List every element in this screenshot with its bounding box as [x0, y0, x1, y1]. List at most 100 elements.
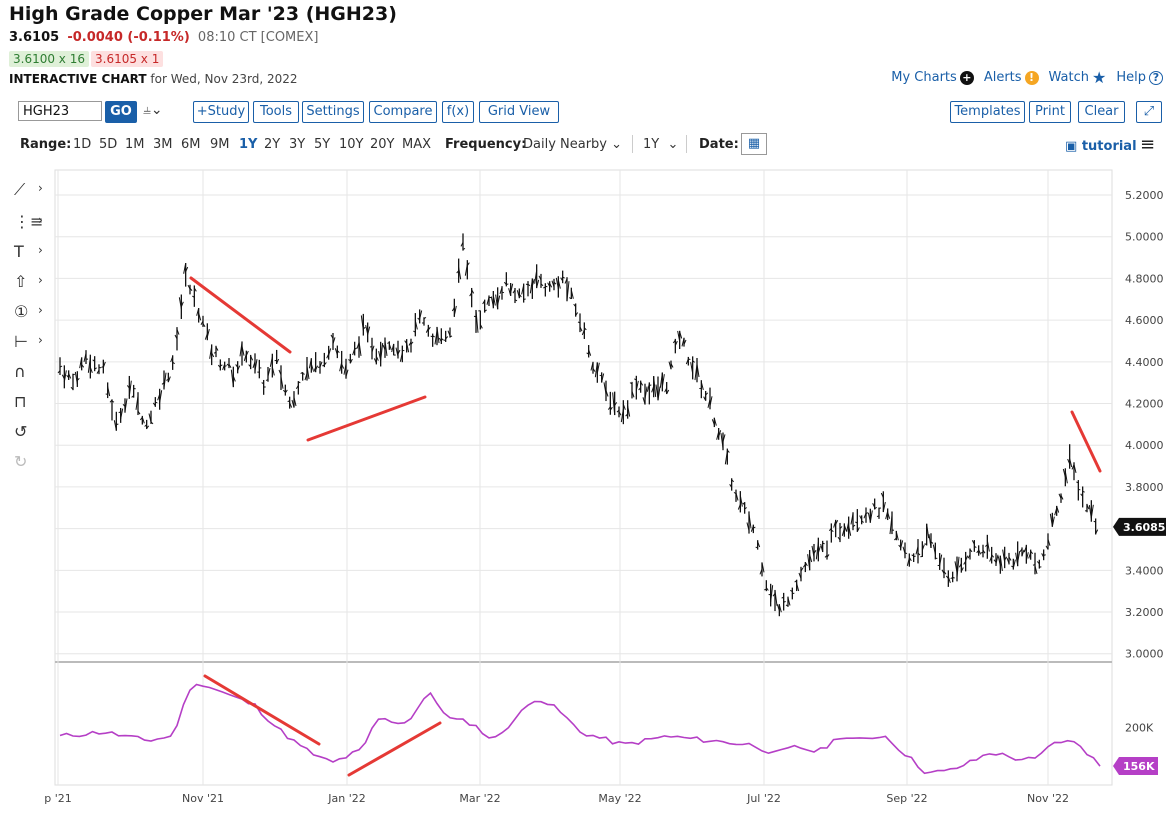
ohlc-bar [126, 375, 132, 399]
print-button[interactable]: Print [1029, 101, 1071, 123]
undo-icon[interactable]: ↺ [14, 422, 28, 441]
page-title: High Grade Copper Mar '23 (HGH23) [9, 3, 397, 25]
ohlc-bar [573, 303, 579, 317]
calendar-icon[interactable]: ▦ [741, 133, 767, 155]
symbol-input[interactable] [18, 101, 102, 121]
ohlc-bar [1041, 549, 1046, 561]
expand-icon[interactable]: ⤢ [1136, 101, 1162, 123]
trendline [306, 395, 427, 442]
ohlc-bar [790, 587, 795, 600]
range-5y[interactable]: 5Y [314, 137, 331, 152]
fx-button[interactable]: f(x) [442, 101, 474, 123]
ohlc-bar [794, 579, 800, 592]
ohlc-bar [464, 260, 470, 280]
ohlc-bar [83, 350, 89, 364]
counter-tool-icon[interactable]: ① › [14, 302, 43, 321]
ohlc-bar [880, 491, 886, 513]
ohlc-bar [152, 397, 158, 407]
ohlc-bar [421, 316, 427, 326]
ohlc-bar [750, 524, 756, 534]
ohlc-bar [1019, 547, 1025, 557]
fib-tool-icon[interactable]: ⋮≡ › [14, 212, 44, 231]
clear-button[interactable]: Clear [1078, 101, 1125, 123]
help-link[interactable]: Help ? [1116, 70, 1163, 85]
ohlc-bar [971, 540, 977, 552]
ohlc-bar [304, 356, 310, 381]
star-icon: ★ [1092, 68, 1107, 87]
frequency-select[interactable]: Daily Nearby ⌄ [523, 137, 622, 152]
ohlc-bar [616, 406, 622, 418]
chart-grid [54, 169, 1113, 786]
volume-line [59, 683, 1101, 775]
range-6m[interactable]: 6M [181, 137, 201, 152]
compare-button[interactable]: Compare [369, 101, 437, 123]
tools-button[interactable]: Tools [253, 101, 299, 123]
ohlc-bar [755, 540, 761, 550]
divider [686, 135, 687, 153]
ohlc-bar [269, 353, 275, 378]
range-9m[interactable]: 9M [210, 137, 230, 152]
ohlc-bar [495, 287, 501, 310]
range-2y[interactable]: 2Y [264, 137, 281, 152]
last-price-label: 3.6085 [1123, 521, 1165, 534]
ohlc-bar [226, 358, 232, 369]
bar-type-icon[interactable]: ⫨⌄ [143, 102, 163, 118]
watch-link[interactable]: Watch ★ [1049, 68, 1107, 87]
period-value: 1Y [643, 137, 660, 152]
price-series [57, 233, 1099, 617]
ohlc-bar [1032, 552, 1038, 575]
range-1m[interactable]: 1M [125, 137, 145, 152]
range-20y[interactable]: 20Y [370, 137, 395, 152]
my-charts-link[interactable]: My Charts + [891, 70, 974, 85]
alerts-link[interactable]: Alerts ! [984, 70, 1039, 85]
ohlc-bar [781, 592, 786, 611]
lock-icon[interactable]: ⊓ [14, 392, 27, 411]
magnet-icon[interactable]: ∩ [14, 362, 26, 381]
templates-button[interactable]: Templates [950, 101, 1025, 123]
price-tick-label: 3.0000 [1125, 648, 1164, 661]
tutorial-link[interactable]: ▣ tutorial [1065, 139, 1137, 154]
divider [632, 135, 633, 153]
range-1d[interactable]: 1D [73, 137, 92, 152]
range-3y[interactable]: 3Y [289, 137, 306, 152]
ohlc-bar [200, 315, 206, 327]
ohlc-bar [694, 357, 700, 383]
measure-tool-icon[interactable]: ⊢ › [14, 332, 43, 351]
range-5d[interactable]: 5D [99, 137, 118, 152]
range-10y[interactable]: 10Y [339, 137, 364, 152]
date-tick-label: Mar '22 [459, 792, 500, 805]
price-change: -0.0040 (-0.11%) [67, 30, 190, 45]
interactive-chart-label: INTERACTIVE CHART [9, 72, 147, 86]
ohlc-bar [906, 553, 912, 567]
grid-view-button[interactable]: Grid View [479, 101, 559, 123]
ohlc-bar [1058, 493, 1064, 503]
settings-button[interactable]: Settings [302, 101, 364, 123]
period-select[interactable]: 1Y ⌄ [643, 137, 678, 152]
arrow-tool-icon[interactable]: ⇧ › [14, 272, 43, 291]
ohlc-bar [742, 502, 747, 514]
ohlc-bar [144, 419, 150, 430]
alert-icon: ! [1024, 70, 1039, 85]
ohlc-bar [512, 287, 518, 304]
range-3m[interactable]: 3M [153, 137, 173, 152]
trendline [203, 674, 321, 746]
range-1y[interactable]: 1Y [239, 137, 258, 152]
top-links: My Charts + Alerts ! Watch ★ Help ? [891, 68, 1163, 87]
redo-icon[interactable]: ↻ [14, 452, 28, 471]
price-chart[interactable]: 5.2000 5.0000 4.8000 4.6000 4.4000 4.2000 4.00… [0, 165, 1175, 822]
range-max[interactable]: MAX [402, 137, 432, 152]
ohlc-bar [863, 507, 869, 523]
chart-toolbar: GO ⫨⌄ +Study Tools Settings Compare f(x)… [0, 97, 1175, 127]
ohlc-bar [343, 358, 349, 379]
menu-icon[interactable]: ≡ [1140, 134, 1156, 155]
ohlc-bar [274, 349, 280, 365]
line-tool-icon[interactable]: ⟋ › [14, 180, 43, 199]
study-button[interactable]: +Study [193, 101, 249, 123]
ohlc-bar [529, 278, 535, 299]
ohlc-bar [239, 341, 245, 366]
ohlc-bar [490, 290, 496, 309]
ohlc-bar [855, 509, 860, 532]
go-button[interactable]: GO [105, 101, 137, 123]
text-tool-icon[interactable]: T › [14, 242, 43, 261]
price-tick-label: 3.2000 [1125, 606, 1164, 619]
